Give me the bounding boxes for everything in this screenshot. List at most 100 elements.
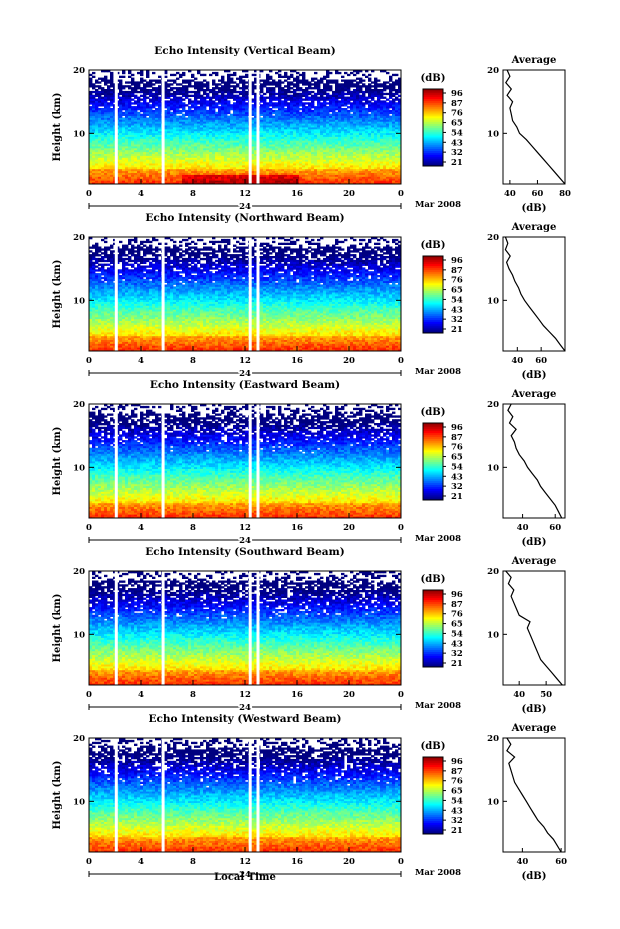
heatmap-cell bbox=[392, 159, 396, 162]
heatmap-cell bbox=[308, 153, 312, 156]
heatmap-cell bbox=[284, 174, 288, 177]
heatmap-cell bbox=[131, 178, 135, 181]
heatmap-cell bbox=[302, 144, 306, 147]
heatmap-cell bbox=[275, 163, 279, 166]
heatmap-cell bbox=[290, 144, 294, 147]
heatmap-cell bbox=[107, 172, 111, 175]
heatmap-cell bbox=[398, 165, 402, 168]
heatmap-cell bbox=[284, 108, 288, 111]
heatmap-cell bbox=[122, 157, 126, 160]
heatmap-cell bbox=[167, 182, 171, 185]
heatmap-cell bbox=[338, 168, 342, 172]
heatmap-cell bbox=[140, 161, 144, 164]
heatmap-cell bbox=[170, 159, 174, 162]
heatmap-cell bbox=[98, 159, 102, 162]
heatmap-cell bbox=[224, 172, 228, 175]
heatmap-cell bbox=[332, 172, 336, 175]
heatmap-cell bbox=[158, 163, 162, 166]
heatmap-cell bbox=[314, 163, 318, 166]
heatmap-cell bbox=[341, 176, 345, 179]
heatmap-cell bbox=[290, 138, 294, 141]
heatmap-cell bbox=[272, 174, 276, 177]
heatmap-cell bbox=[179, 96, 183, 99]
heatmap-cell bbox=[188, 159, 192, 162]
heatmap-cell bbox=[284, 142, 288, 145]
heatmap-cell bbox=[281, 161, 285, 164]
heatmap-cell bbox=[224, 157, 228, 160]
heatmap-cell bbox=[347, 153, 351, 156]
heatmap-cell bbox=[188, 94, 192, 97]
heatmap-cell bbox=[260, 176, 264, 179]
heatmap-cell bbox=[329, 165, 333, 168]
heatmap-cell bbox=[275, 136, 279, 139]
heatmap-cell bbox=[122, 140, 126, 143]
heatmap-cell bbox=[125, 140, 129, 143]
heatmap-cell bbox=[134, 176, 138, 179]
heatmap-cell bbox=[128, 174, 132, 177]
heatmap-cell bbox=[134, 94, 138, 97]
heatmap-cell bbox=[143, 144, 147, 147]
heatmap-cell bbox=[242, 182, 246, 185]
heatmap-cell bbox=[269, 151, 273, 154]
heatmap-cell bbox=[365, 163, 369, 166]
heatmap-cell bbox=[173, 90, 177, 94]
heatmap-cell bbox=[329, 140, 333, 143]
heatmap-cell bbox=[287, 102, 291, 105]
heatmap-cell bbox=[254, 174, 258, 177]
heatmap-cell bbox=[215, 180, 219, 183]
heatmap-cell bbox=[230, 142, 234, 145]
heatmap-cell bbox=[290, 140, 294, 143]
heatmap-cell bbox=[89, 106, 93, 109]
heatmap-cell bbox=[263, 178, 267, 181]
heatmap-cell bbox=[377, 153, 381, 156]
heatmap-cell bbox=[266, 166, 270, 170]
heatmap-cell bbox=[242, 161, 246, 164]
heatmap-cell bbox=[212, 100, 216, 103]
heatmap-cell bbox=[260, 182, 264, 185]
heatmap-cell bbox=[167, 138, 171, 141]
heatmap-cell bbox=[215, 174, 219, 177]
heatmap-cell bbox=[137, 176, 141, 179]
heatmap-cell bbox=[272, 138, 276, 141]
heatmap-cell bbox=[365, 180, 369, 183]
heatmap-cell bbox=[110, 142, 114, 145]
heatmap-cell bbox=[194, 138, 198, 141]
heatmap-cell bbox=[368, 163, 372, 166]
heatmap-cell bbox=[350, 138, 354, 141]
heatmap-cell bbox=[287, 151, 291, 154]
heatmap-cell bbox=[392, 142, 396, 145]
heatmap-cell bbox=[200, 180, 204, 183]
heatmap-cell bbox=[251, 140, 255, 143]
heatmap-cell bbox=[206, 142, 210, 145]
heatmap-cell bbox=[371, 176, 375, 179]
heatmap-cell bbox=[317, 182, 321, 185]
heatmap-cell bbox=[140, 147, 144, 151]
heatmap-cell bbox=[212, 161, 216, 164]
heatmap-cell bbox=[245, 182, 249, 185]
heatmap-cell bbox=[389, 168, 393, 172]
heatmap-cell bbox=[260, 117, 264, 120]
heatmap-cell bbox=[305, 180, 309, 183]
heatmap-cell bbox=[398, 174, 402, 177]
heatmap-cell bbox=[269, 166, 273, 170]
heatmap-cell bbox=[155, 159, 159, 162]
heatmap-cell bbox=[137, 178, 141, 181]
heatmap-cell bbox=[344, 142, 348, 145]
heatmap-cell bbox=[152, 138, 156, 141]
heatmap-cell bbox=[323, 161, 327, 164]
heatmap-cell bbox=[179, 166, 183, 170]
heatmap-cell bbox=[338, 172, 342, 175]
heatmap-cell bbox=[152, 157, 156, 160]
heatmap-cell bbox=[359, 170, 363, 173]
heatmap-cell bbox=[245, 161, 249, 164]
heatmap-cell bbox=[296, 174, 300, 177]
heatmap-cell bbox=[311, 159, 315, 162]
heatmap-cell bbox=[356, 163, 360, 166]
heatmap-cell bbox=[284, 153, 288, 156]
heatmap-cell bbox=[140, 149, 144, 153]
heatmap-cell bbox=[245, 174, 249, 177]
heatmap-cell bbox=[302, 102, 306, 105]
heatmap-cell bbox=[134, 165, 138, 168]
heatmap-cell bbox=[353, 89, 357, 92]
heatmap-cell bbox=[236, 140, 240, 143]
